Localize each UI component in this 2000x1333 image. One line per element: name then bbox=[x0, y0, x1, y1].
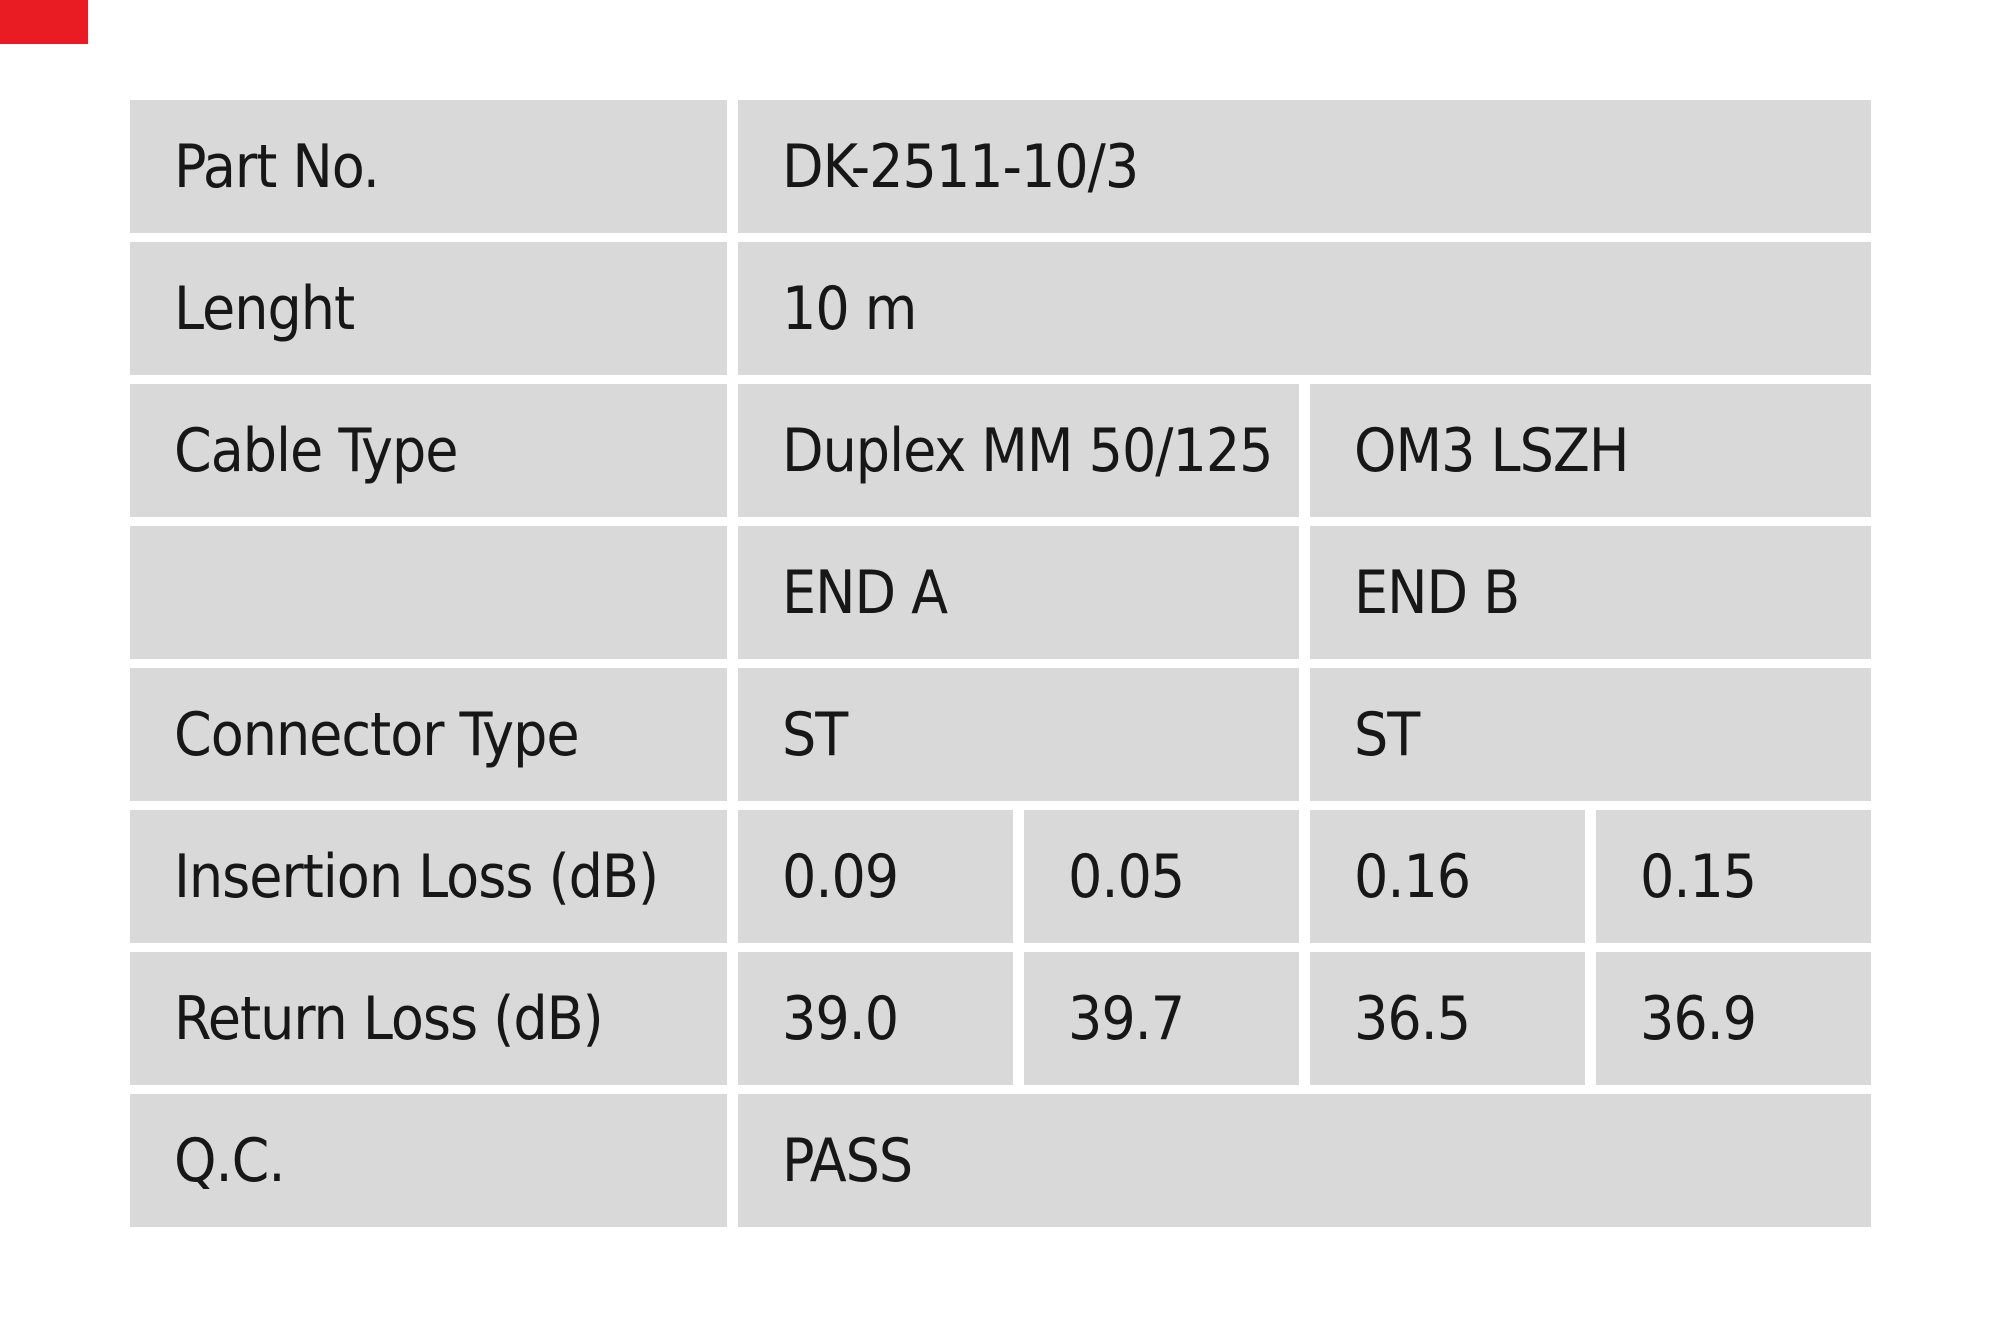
connector-type-end-a: ST bbox=[738, 668, 1299, 801]
length-label: Lenght bbox=[130, 242, 727, 375]
corner-red-mark bbox=[0, 0, 88, 44]
part-no-value: DK-2511-10/3 bbox=[738, 100, 1871, 233]
cable-type-value-1: Duplex MM 50/125 bbox=[738, 384, 1299, 517]
insertion-loss-label: Insertion Loss (dB) bbox=[130, 810, 727, 943]
insertion-loss-end-a-2: 0.05 bbox=[1024, 810, 1299, 943]
return-loss-label: Return Loss (dB) bbox=[130, 952, 727, 1085]
end-b-header: END B bbox=[1310, 526, 1871, 659]
connector-type-end-b: ST bbox=[1310, 668, 1871, 801]
insertion-loss-end-a-1: 0.09 bbox=[738, 810, 1013, 943]
length-value: 10 m bbox=[738, 242, 1871, 375]
cable-type-label: Cable Type bbox=[130, 384, 727, 517]
return-loss-end-a-2: 39.7 bbox=[1024, 952, 1299, 1085]
part-no-label: Part No. bbox=[130, 100, 727, 233]
cable-type-value-2: OM3 LSZH bbox=[1310, 384, 1871, 517]
qc-value: PASS bbox=[738, 1094, 1871, 1227]
end-header-empty-cell bbox=[130, 526, 727, 659]
insertion-loss-end-b-1: 0.16 bbox=[1310, 810, 1585, 943]
connector-type-label: Connector Type bbox=[130, 668, 727, 801]
cable-spec-table: Part No. DK-2511-10/3 Lenght 10 m Cable … bbox=[130, 100, 1871, 1227]
insertion-loss-end-b-2: 0.15 bbox=[1596, 810, 1871, 943]
return-loss-end-b-2: 36.9 bbox=[1596, 952, 1871, 1085]
return-loss-end-a-1: 39.0 bbox=[738, 952, 1013, 1085]
end-a-header: END A bbox=[738, 526, 1299, 659]
return-loss-end-b-1: 36.5 bbox=[1310, 952, 1585, 1085]
qc-label: Q.C. bbox=[130, 1094, 727, 1227]
